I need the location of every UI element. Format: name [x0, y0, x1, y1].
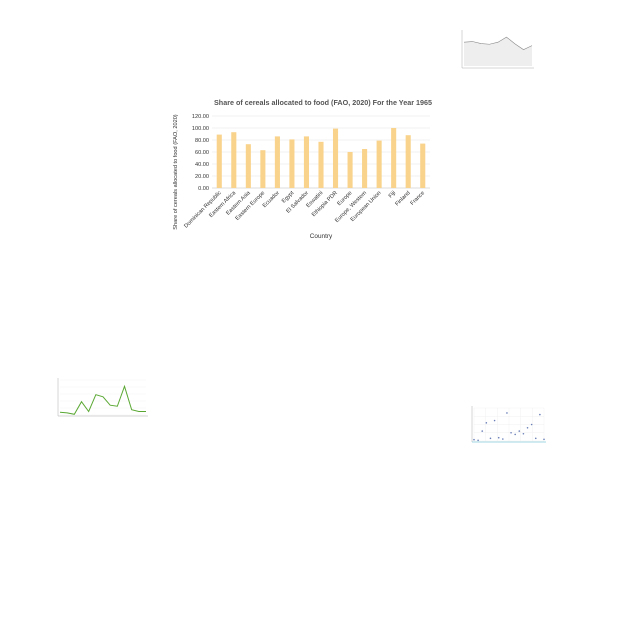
scatter-point — [514, 433, 516, 436]
bar — [260, 150, 266, 188]
thumb-series-line — [59, 384, 146, 415]
thumb-points — [473, 412, 545, 442]
scatter-point — [534, 437, 537, 440]
x-tick-label: Fiji — [388, 190, 397, 199]
scatter-point — [530, 423, 533, 426]
x-tick-label: Finland — [394, 190, 411, 207]
scatter-point — [485, 422, 488, 424]
y-axis-label: Share of cereals allocated to food (FAO,… — [173, 114, 179, 229]
bar — [231, 132, 237, 188]
thumbnail-chart-svg — [471, 406, 546, 443]
thumbnail-chart-svg — [57, 378, 148, 417]
y-tick-label: 0.00 — [198, 186, 209, 192]
scatter-point — [489, 437, 492, 440]
x-tick-label: France — [410, 190, 427, 207]
scatter-point — [526, 427, 529, 429]
y-tick-label: 20.00 — [195, 174, 209, 180]
scatter-point — [543, 438, 545, 441]
bar — [347, 152, 353, 188]
scatter-point — [493, 419, 496, 422]
bar — [376, 140, 382, 188]
thumb-gridlines — [473, 407, 545, 442]
chart-title: Share of cereals allocated to food (FAO,… — [214, 98, 432, 107]
scatter-point — [539, 413, 541, 416]
bar — [405, 135, 411, 188]
thumbnail-line-chart-bottom-left — [38, 370, 158, 438]
scatter-point — [497, 436, 500, 439]
bar — [420, 143, 426, 188]
bar — [391, 128, 397, 188]
scatter-point — [477, 439, 479, 442]
y-tick-label: 80.00 — [195, 138, 209, 144]
thumb-area-fill — [464, 37, 532, 66]
bars — [216, 128, 426, 188]
y-tick-label: 120.00 — [192, 114, 209, 120]
x-axis-label: Country — [310, 233, 333, 240]
scatter-point — [481, 430, 484, 432]
y-tick-labels: 0.00 20.00 40.00 60.00 80.00 100.00 120.00 — [192, 114, 209, 192]
thumb-gridlines — [60, 379, 146, 416]
thumbnail-chart-svg — [461, 30, 534, 69]
y-tick-label: 60.00 — [195, 150, 209, 156]
scatter-point — [473, 438, 475, 441]
bar — [303, 136, 310, 188]
scatter-point — [506, 412, 508, 414]
scatter-point — [502, 438, 504, 440]
y-tick-label: 40.00 — [195, 162, 209, 168]
bar — [332, 128, 339, 188]
scatter-point — [510, 431, 512, 434]
main-chart-svg: Share of cereals allocated to food (FAO,… — [173, 98, 432, 240]
scatter-point — [518, 430, 521, 432]
thumbnail-scatter-chart-bottom-right — [462, 398, 550, 454]
bar — [289, 139, 295, 188]
bar — [216, 134, 222, 188]
thumb-series-line — [463, 36, 533, 51]
bar — [274, 136, 280, 188]
bar — [245, 144, 251, 188]
scatter-point — [522, 432, 525, 435]
thumbnail-line-chart-top-right — [452, 20, 542, 88]
bar — [318, 141, 324, 188]
bar — [362, 149, 368, 188]
y-tick-label: 100.00 — [192, 126, 209, 132]
main-bar-chart: Share of cereals allocated to food (FAO,… — [168, 92, 458, 250]
